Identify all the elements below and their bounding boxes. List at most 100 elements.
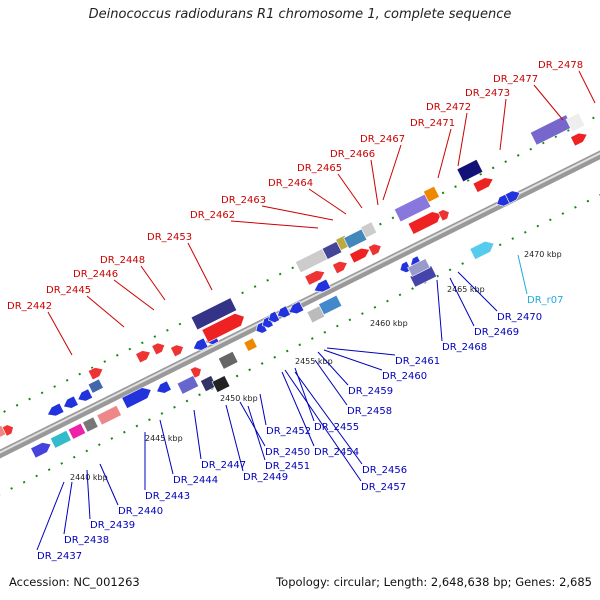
gene-leader-line	[499, 98, 507, 151]
gene-feature	[367, 243, 382, 257]
gene-label: DR_2472	[426, 102, 471, 113]
gene-feature	[217, 351, 239, 370]
gene-label: DR_2460	[382, 371, 427, 382]
gene-label: DR_2443	[145, 491, 190, 502]
gene-label: DR_2437	[37, 551, 82, 562]
gene-feature	[343, 228, 368, 250]
gene-feature	[469, 240, 495, 260]
gene-feature	[170, 344, 184, 358]
gene-leader-line	[437, 128, 452, 179]
gene-leader-line	[337, 173, 363, 209]
gene-feature	[211, 375, 231, 393]
gene-label: DR_2458	[347, 406, 392, 417]
gene-leader-line	[113, 279, 155, 311]
gene-label: DR_2471	[410, 118, 455, 129]
gene-label: DR_2447	[201, 460, 246, 471]
gene-label: DR_2463	[221, 195, 266, 206]
gene-feature	[349, 247, 371, 264]
gene-feature	[30, 442, 52, 459]
gene-label: DR_2469	[474, 327, 519, 338]
gene-label: DR_2467	[360, 134, 405, 145]
gene-feature	[565, 112, 586, 133]
gene-leader-line	[63, 481, 73, 535]
accession-text: Accession: NC_001263	[9, 575, 140, 589]
map-title: Deinococcus radiodurans R1 chromosome 1,…	[88, 7, 512, 22]
gene-leader-line	[308, 188, 347, 215]
gene-leader-line	[225, 404, 244, 472]
gene-label: DR_2462	[190, 210, 235, 221]
chromosome-backbone	[0, 150, 600, 459]
kbp-tick-label: 2465 kbp	[447, 285, 485, 294]
gene-label: DR_2454	[314, 447, 359, 458]
gene-feature	[189, 366, 202, 379]
gene-feature	[332, 261, 348, 275]
gene-leader-line	[259, 393, 267, 426]
gene-leader-line	[47, 311, 73, 356]
gene-feature	[156, 380, 172, 394]
gene-label: DR_2444	[173, 475, 218, 486]
gene-label: DR_2439	[90, 520, 135, 531]
gene-label: DR_r07	[527, 295, 563, 306]
gene-feature	[151, 342, 166, 356]
gene-feature	[321, 241, 343, 260]
gene-feature	[399, 260, 412, 273]
gene-label: DR_2445	[46, 285, 91, 296]
gene-label: DR_2455	[314, 422, 359, 433]
gene-feature	[304, 270, 326, 286]
gene-features	[0, 112, 588, 459]
gene-label: DR_2459	[348, 386, 393, 397]
gene-label: DR_2470	[497, 312, 542, 323]
gene-label: DR_2453	[147, 232, 192, 243]
gene-leader-line	[457, 112, 468, 167]
gene-label: DR_2464	[268, 178, 313, 189]
kbp-tick-label: 2470 kbp	[524, 250, 562, 259]
gene-label: DR_2450	[265, 447, 310, 458]
gene-leader-line	[36, 481, 65, 551]
kbp-tick-label: 2440 kbp	[70, 473, 108, 482]
gene-feature	[393, 193, 432, 223]
gene-feature	[82, 416, 99, 433]
gene-feature	[96, 404, 122, 426]
kbp-tick-label: 2445 kbp	[145, 434, 183, 443]
gene-feature	[437, 209, 450, 222]
gene-leader-line	[261, 205, 334, 221]
gene-leader-line	[86, 295, 125, 328]
gene-feature	[135, 350, 151, 364]
gene-feature	[176, 375, 200, 395]
map-layer: 2440 kbp 2445 kbp 2450 kbp 2455 kbp 2460 kbp…	[0, 60, 600, 562]
gene-feature	[261, 316, 274, 329]
gene-leader-line	[457, 271, 498, 312]
gene-leader-line	[382, 144, 402, 201]
gene-feature	[67, 422, 87, 440]
gene-leader-line	[281, 371, 315, 447]
gene-feature	[407, 258, 431, 277]
gene-feature	[121, 387, 152, 409]
gene-leader-line	[284, 369, 362, 482]
gene-leader-line	[370, 159, 379, 206]
gene-label: DR_2468	[442, 342, 487, 353]
kbp-tick-label: 2455 kbp	[295, 357, 333, 366]
gene-feature	[63, 395, 79, 409]
gene-label: DR_2440	[118, 506, 163, 517]
gene-label: DR_2473	[465, 88, 510, 99]
gene-leader-line	[578, 70, 596, 104]
gene-leader-line	[449, 277, 475, 327]
gene-label: DR_2477	[493, 74, 538, 85]
forward-track-guide	[0, 113, 600, 415]
gene-feature	[1, 424, 14, 437]
gene-feature	[49, 429, 72, 449]
gene-feature	[313, 278, 332, 293]
gene-leader-line	[436, 279, 443, 342]
gene-feature	[288, 300, 305, 315]
gene-leader-line	[193, 409, 202, 460]
gene-label: DR_2457	[361, 482, 406, 493]
gene-label: DR_2461	[395, 356, 440, 367]
gene-feature	[504, 190, 521, 204]
genome-summary-text: Topology: circular; Length: 2,648,638 bp…	[276, 575, 592, 589]
gene-feature	[190, 297, 238, 331]
gene-leader-line	[86, 469, 91, 520]
gene-feature	[87, 378, 104, 394]
gene-feature	[472, 177, 494, 193]
gene-feature	[570, 132, 588, 147]
